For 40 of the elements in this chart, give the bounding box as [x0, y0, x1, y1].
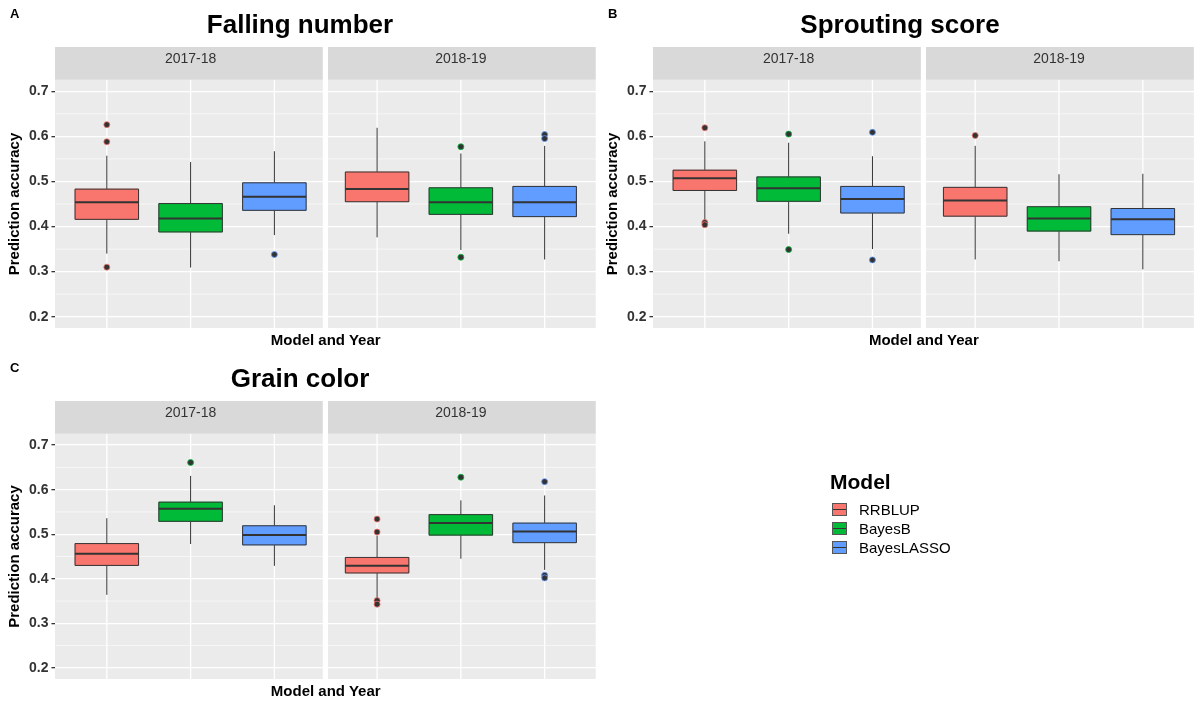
x-tick-label: 2018-19 [435, 50, 487, 67]
y-tick-label: 0.7 [626, 82, 647, 99]
text: C [10, 360, 20, 376]
y-tick-label: 0.4 [28, 569, 49, 586]
x-tick-label: 2017-18 [762, 50, 815, 67]
y-tick-label: 0.7 [28, 436, 49, 452]
y-tick-label: 0.5 [626, 172, 647, 189]
y-axis-title: Prediction accuracy [5, 484, 23, 628]
x-tick-label: 2018-19 [1033, 50, 1085, 67]
y-tick-label: 0.7 [28, 82, 49, 99]
chart-title: Sprouting score [800, 8, 1000, 39]
y-tick-label: 0.2 [28, 658, 49, 675]
y-tick-label: 0.5 [28, 525, 49, 542]
x-axis-title: Model and Year [270, 330, 381, 348]
legend-title: Model [830, 470, 892, 494]
text: B [608, 6, 618, 22]
x-tick-label: 2017-18 [164, 50, 217, 67]
chart-title: Grain color [230, 362, 370, 393]
y-axis-title: Prediction accuracy [603, 132, 621, 276]
y-tick-label: 0.2 [28, 307, 49, 324]
y-tick-label: 0.4 [28, 217, 49, 234]
y-tick-label: 0.3 [626, 262, 647, 279]
legend-label: BayesB [859, 520, 911, 537]
y-tick-label: 0.4 [626, 217, 647, 234]
y-tick-label: 0.6 [28, 127, 49, 144]
x-axis-title: Model and Year [868, 330, 979, 348]
y-tick-label: 0.3 [28, 262, 49, 279]
chart-title: Falling number [206, 8, 394, 39]
y-tick-label: 0.3 [28, 614, 49, 631]
y-tick-label: 0.2 [626, 307, 647, 324]
legend-label: RRBLUP [859, 501, 920, 518]
text: A [10, 6, 20, 22]
x-tick-label: 2017-18 [164, 404, 217, 421]
y-tick-label: 0.6 [626, 127, 647, 144]
x-tick-label: 2018-19 [435, 404, 487, 421]
y-tick-label: 0.5 [28, 172, 49, 189]
x-axis-title: Model and Year [270, 681, 381, 699]
y-axis-title: Prediction accuracy [5, 132, 23, 276]
legend-label: BayesLASSO [859, 539, 951, 556]
y-tick-label: 0.6 [28, 480, 49, 497]
